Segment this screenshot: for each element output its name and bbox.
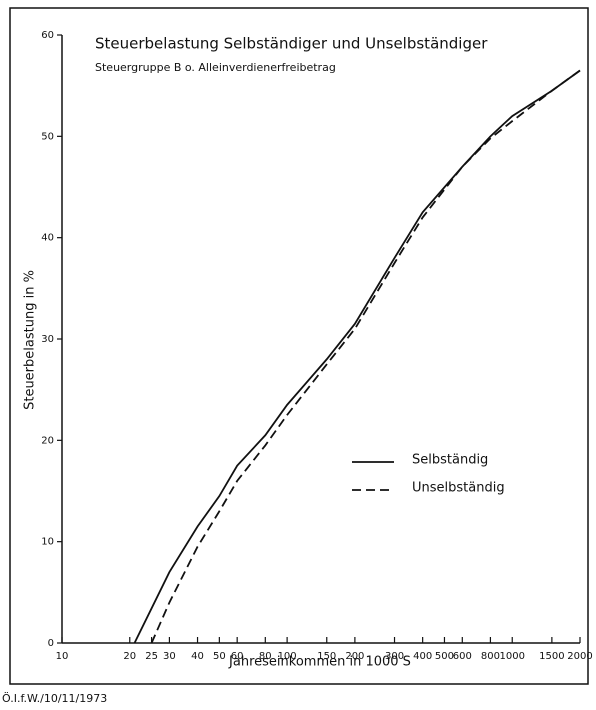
x-tick-label: 1000 xyxy=(500,651,525,662)
frame xyxy=(9,7,589,685)
x-tick-label: 150 xyxy=(317,651,336,662)
x-tick-label: 200 xyxy=(345,651,364,662)
y-tick-label: 40 xyxy=(41,233,54,244)
x-tick-label: 600 xyxy=(453,651,472,662)
y-tick-label: 60 xyxy=(41,30,54,41)
x-tick-label: 80 xyxy=(259,651,272,662)
y-tick-label: 10 xyxy=(41,537,54,548)
x-tick-label: 25 xyxy=(145,651,158,662)
x-tick-label: 400 xyxy=(413,651,432,662)
legend-label: Selbständig xyxy=(412,453,488,468)
y-tick-label: 50 xyxy=(41,131,54,142)
y-axis-label: Steuerbelastung in % xyxy=(23,270,38,410)
legend-label: Unselbständig xyxy=(412,481,505,496)
x-tick-label: 40 xyxy=(191,651,204,662)
x-tick-label: 10 xyxy=(56,651,69,662)
x-tick-label: 20 xyxy=(123,651,136,662)
x-tick-label: 50 xyxy=(213,651,226,662)
x-tick-label: 100 xyxy=(278,651,297,662)
y-tick-label: 0 xyxy=(48,638,54,649)
x-tick-label: 30 xyxy=(163,651,176,662)
x-tick-label: 500 xyxy=(435,651,454,662)
x-tick-label: 60 xyxy=(231,651,244,662)
y-tick-label: 30 xyxy=(41,334,54,345)
x-axis-label: Jahreseinkommen in 1000 S xyxy=(228,655,411,670)
line xyxy=(133,69,581,644)
x-tick-label: 1500 xyxy=(539,651,564,662)
x-tick-label: 800 xyxy=(481,651,500,662)
chart-subtitle: Steuergruppe B o. Alleinverdienerfreibet… xyxy=(95,61,336,74)
x-tick-label: 300 xyxy=(385,651,404,662)
note: Ö.I.f.W./10/11/1973 xyxy=(2,692,107,705)
x-tick-label: 2000 xyxy=(567,651,592,662)
y-tick-label: 20 xyxy=(41,435,54,446)
line xyxy=(150,69,581,644)
chart-title: Steuerbelastung Selbständiger und Unselb… xyxy=(95,35,488,53)
